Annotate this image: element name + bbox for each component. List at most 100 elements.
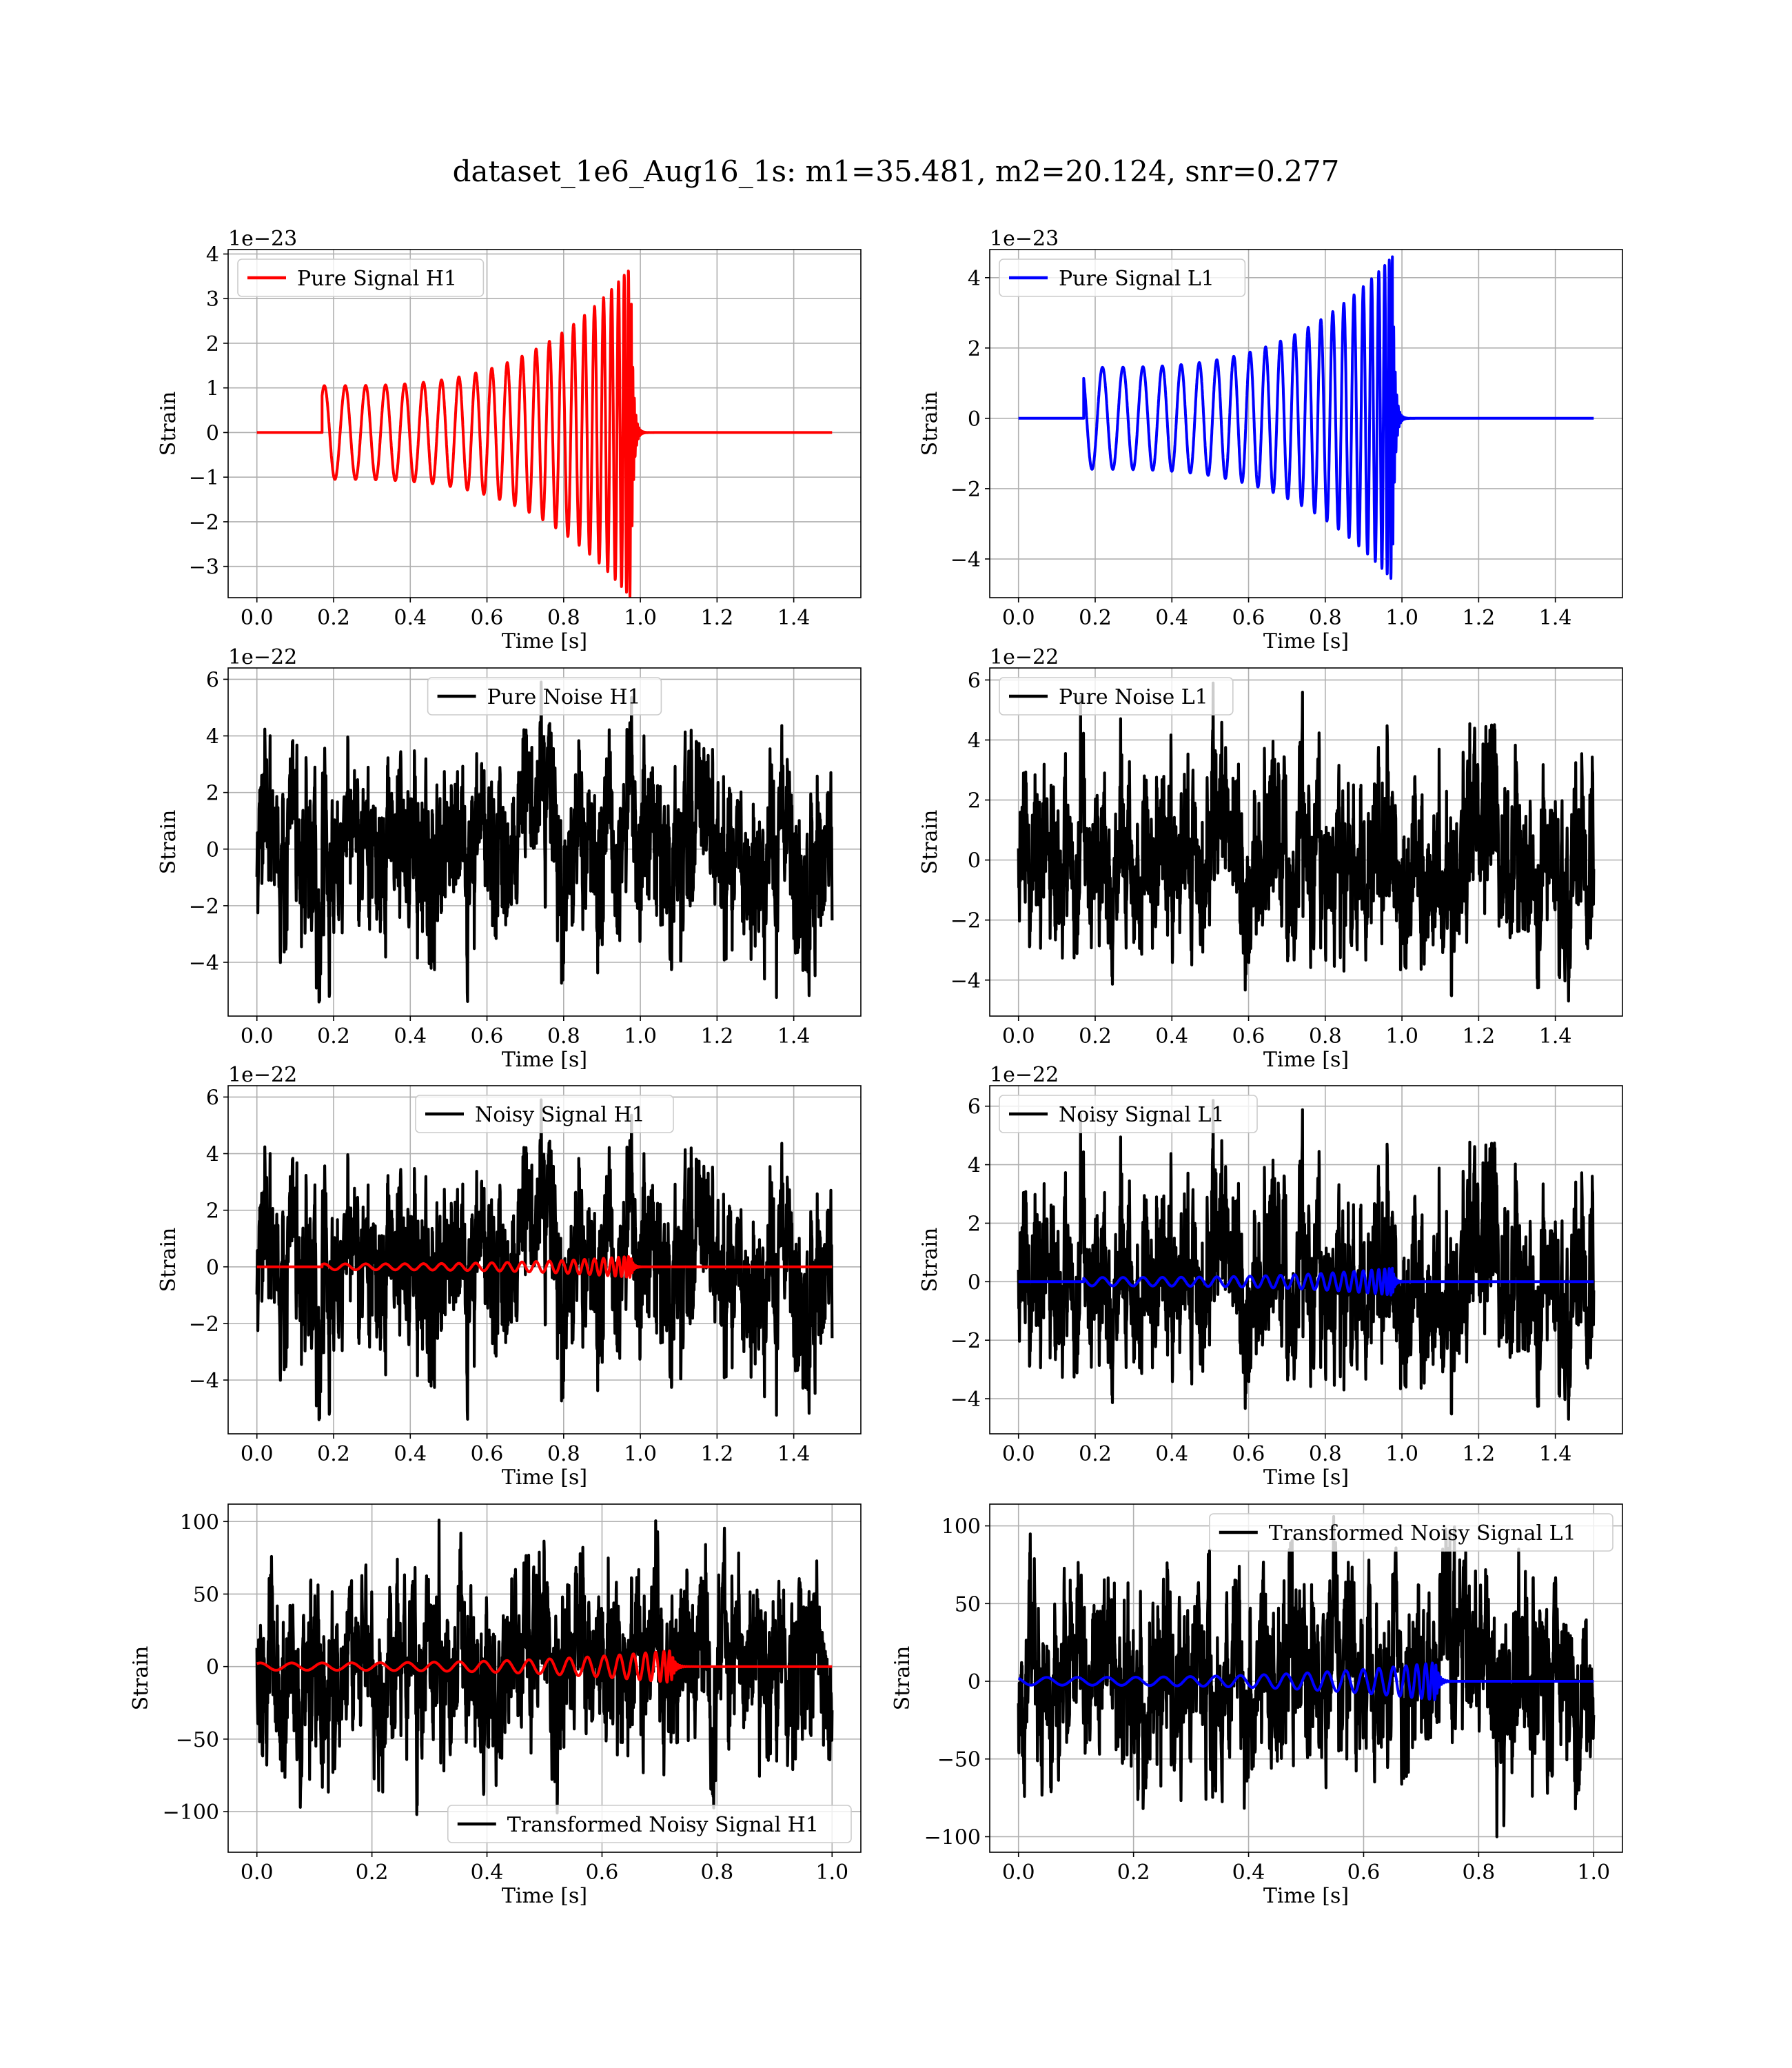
x-tick-label: 0.2 [317, 606, 350, 630]
axis-offset-label: 1e−22 [228, 645, 297, 669]
figure-title: dataset_1e6_Aug16_1s: m1=35.481, m2=20.1… [452, 154, 1340, 188]
y-tick-label: 0 [968, 1670, 981, 1694]
y-tick-label: 2 [968, 1212, 981, 1236]
x-tick-label: 0.2 [1079, 1024, 1112, 1048]
legend-box [427, 677, 662, 716]
y-tick-label: 4 [968, 729, 981, 753]
x-tick-label: 1.0 [624, 1442, 657, 1466]
x-tick-label: 0.6 [471, 1024, 504, 1048]
y-axis-label: Strain [156, 810, 181, 875]
series-line-signal [1018, 1266, 1594, 1297]
x-tick-label: 0.4 [471, 1861, 504, 1885]
axes-frame [227, 667, 862, 1017]
x-tick-label: 0.0 [1002, 1861, 1035, 1885]
x-tick-label: 1.0 [1577, 1861, 1610, 1885]
y-tick-label: 50 [193, 1583, 219, 1607]
x-tick-label: 0.8 [1309, 1442, 1342, 1466]
x-tick-label: 0.2 [1079, 1442, 1112, 1466]
legend-label: Noisy Signal H1 [475, 1103, 645, 1127]
y-tick-label: 0 [206, 421, 219, 445]
x-tick-label: 0.6 [1232, 1442, 1265, 1466]
y-tick-label: 6 [968, 1095, 981, 1119]
x-tick-label: 0.6 [1347, 1861, 1381, 1885]
x-tick-label: 0.4 [394, 1024, 427, 1048]
y-tick-label: 4 [206, 243, 219, 267]
x-tick-label: 0.0 [1002, 1024, 1035, 1048]
y-tick-label: −2 [950, 909, 981, 933]
y-tick-label: 6 [206, 668, 219, 692]
y-axis-label: Strain [918, 392, 942, 456]
x-tick-label: 1.0 [1385, 1442, 1418, 1466]
y-tick-label: 6 [968, 669, 981, 693]
x-tick-label: 0.0 [241, 606, 274, 630]
axis-offset-label: 1e−22 [990, 645, 1059, 669]
x-tick-label: 0.4 [1155, 606, 1188, 630]
y-tick-label: −100 [924, 1825, 981, 1849]
y-tick-label: −2 [189, 1312, 219, 1337]
legend-label: Transformed Noisy Signal L1 [1269, 1521, 1576, 1545]
x-axis-label: Time [s] [1263, 1884, 1349, 1908]
x-tick-label: 0.6 [471, 1442, 504, 1466]
x-axis-label: Time [s] [502, 629, 587, 653]
legend: Pure Noise H1 [427, 677, 662, 716]
x-tick-label: 0.8 [1463, 1861, 1496, 1885]
y-axis-label: Strain [156, 392, 181, 456]
y-tick-label: −4 [189, 1369, 219, 1393]
y-tick-label: −4 [950, 1388, 981, 1412]
x-tick-label: 0.0 [241, 1024, 274, 1048]
series-group [1017, 681, 1596, 1003]
y-tick-label: −4 [189, 951, 219, 975]
y-tick-label: −2 [950, 478, 981, 502]
y-tick-label: −3 [189, 556, 219, 580]
x-axis-label: Time [s] [1263, 1466, 1349, 1490]
x-tick-label: 0.2 [1079, 606, 1112, 630]
x-tick-label: 1.2 [701, 606, 734, 630]
x-tick-label: 1.0 [624, 1024, 657, 1048]
y-axis-label: Strain [918, 810, 942, 875]
series-group [1017, 1099, 1596, 1421]
x-tick-label: 0.6 [471, 606, 504, 630]
series-line-noise [1017, 1099, 1596, 1421]
x-axis-label: Time [s] [1263, 1048, 1349, 1072]
subplot-transformed-noisy-signal-h1: 0.0 0.2 0.4 0.6 0.8 1.0 −100 −50 0 50 100 Time [s] S… [129, 1503, 862, 1908]
series-group [256, 270, 833, 598]
y-tick-label: 2 [206, 1199, 219, 1224]
x-tick-label: 0.6 [586, 1861, 619, 1885]
y-tick-label: 3 [206, 287, 219, 312]
y-axis-label: Strain [918, 1228, 942, 1292]
x-tick-label: 0.2 [317, 1024, 350, 1048]
x-tick-label: 1.2 [1463, 1442, 1496, 1466]
series-line-signal [256, 1255, 833, 1279]
legend-box [1209, 1513, 1613, 1552]
x-axis-label: Time [s] [502, 1884, 587, 1908]
subplot-pure-noise-l1: 0.0 0.2 0.4 0.6 0.8 1.0 1.2 1.4 −4 −2 0 2 4 6 Time [s]… [918, 645, 1623, 1072]
y-axis-label: Strain [890, 1646, 915, 1711]
subplot-pure-signal-l1: 0.0 0.2 0.4 0.6 0.8 1.0 1.2 1.4 −4 −2 0 2 4 Time [s] S… [918, 227, 1623, 653]
x-tick-label: 1.0 [1385, 606, 1418, 630]
series-line-noise [1017, 1514, 1596, 1838]
series-line-signal [256, 1649, 833, 1684]
x-tick-label: 0.8 [547, 1024, 580, 1048]
y-tick-label: −2 [189, 895, 219, 919]
legend: Pure Signal L1 [999, 258, 1246, 297]
y-tick-label: 2 [968, 789, 981, 813]
subplot-pure-signal-h1: 0.0 0.2 0.4 0.6 0.8 1.0 1.2 1.4 −3 −2 −1 0 1 2 3 4 Time … [156, 227, 862, 653]
axes-frame [227, 1085, 862, 1435]
axis-offset-label: 1e−22 [990, 1063, 1059, 1087]
x-tick-label: 1.0 [624, 606, 657, 630]
y-tick-label: 100 [941, 1515, 981, 1539]
axes-frame [989, 667, 1623, 1017]
legend: Pure Noise L1 [999, 677, 1234, 716]
legend: Transformed Noisy Signal L1 [1209, 1513, 1613, 1552]
y-tick-label: 0 [206, 1256, 219, 1280]
legend-label: Pure Noise L1 [1059, 685, 1208, 709]
x-axis-label: Time [s] [502, 1048, 587, 1072]
x-tick-label: 1.2 [1463, 1024, 1496, 1048]
series-line-noise [255, 1098, 834, 1421]
legend-label: Pure Signal H1 [297, 267, 457, 291]
series-line-signal [256, 270, 833, 598]
legend: Transformed Noisy Signal H1 [447, 1805, 852, 1843]
y-tick-label: −1 [189, 466, 219, 490]
